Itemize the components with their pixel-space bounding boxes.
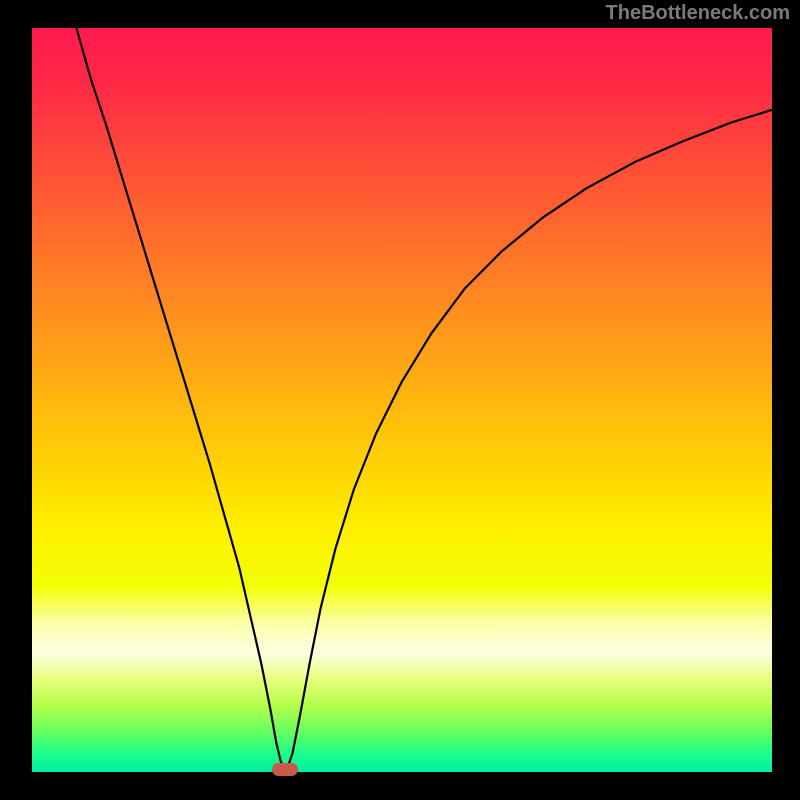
bottleneck-curve bbox=[76, 28, 772, 768]
plot-area bbox=[32, 28, 772, 772]
minimum-marker bbox=[272, 763, 298, 776]
curve-svg bbox=[32, 28, 772, 772]
watermark-text: TheBottleneck.com bbox=[606, 2, 790, 25]
